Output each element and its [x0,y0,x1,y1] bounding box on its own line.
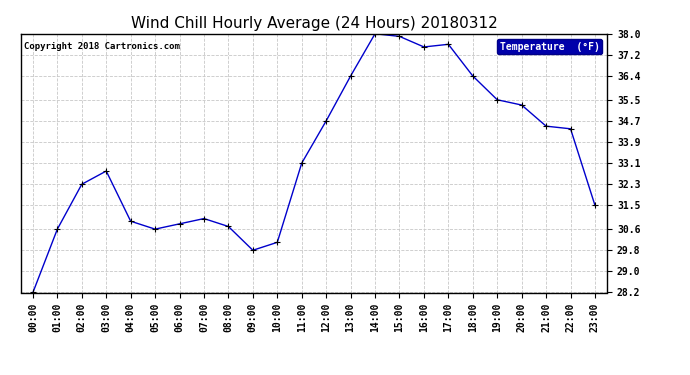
Title: Wind Chill Hourly Average (24 Hours) 20180312: Wind Chill Hourly Average (24 Hours) 201… [130,16,497,31]
Legend: Temperature  (°F): Temperature (°F) [497,39,602,54]
Text: Copyright 2018 Cartronics.com: Copyright 2018 Cartronics.com [23,42,179,51]
